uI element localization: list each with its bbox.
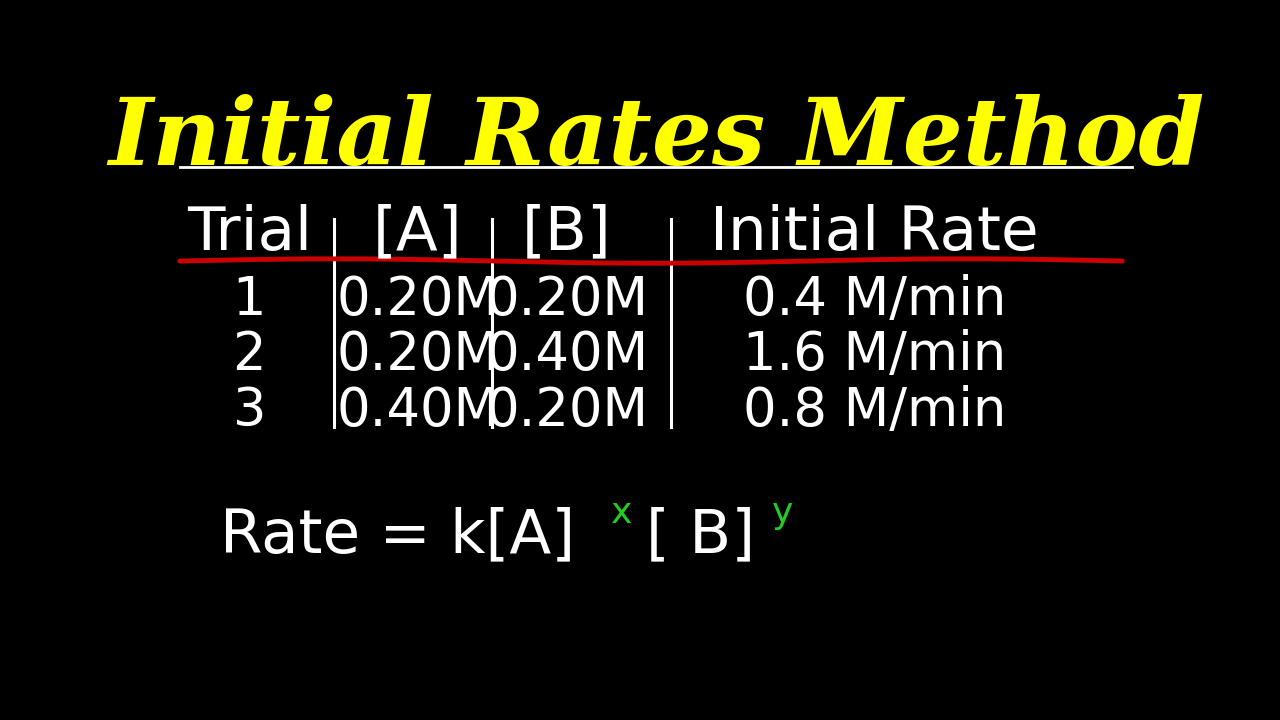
Text: 1: 1 <box>233 274 266 326</box>
Text: x: x <box>612 496 632 531</box>
Text: 2: 2 <box>233 329 266 382</box>
Text: [B]: [B] <box>522 204 612 263</box>
Text: Trial: Trial <box>187 204 312 263</box>
Text: 3: 3 <box>233 384 266 437</box>
Text: 0.8 M/min: 0.8 M/min <box>742 384 1006 437</box>
Text: Rate = k[A]: Rate = k[A] <box>220 506 575 565</box>
Text: 1.6 M/min: 1.6 M/min <box>742 329 1006 382</box>
Text: 0.20M: 0.20M <box>337 329 499 382</box>
Text: [A]: [A] <box>372 204 463 263</box>
Text: [ B]: [ B] <box>646 506 755 565</box>
Text: 0.40M: 0.40M <box>485 329 648 382</box>
Text: 0.20M: 0.20M <box>485 384 648 437</box>
Text: Initial Rates Method: Initial Rates Method <box>108 94 1204 184</box>
Text: 0.4 M/min: 0.4 M/min <box>742 274 1006 326</box>
Text: 0.20M: 0.20M <box>485 274 648 326</box>
Text: Initial Rate: Initial Rate <box>710 204 1038 263</box>
Text: 0.20M: 0.20M <box>337 274 499 326</box>
Text: 0.40M: 0.40M <box>337 384 499 437</box>
Text: y: y <box>772 496 794 531</box>
